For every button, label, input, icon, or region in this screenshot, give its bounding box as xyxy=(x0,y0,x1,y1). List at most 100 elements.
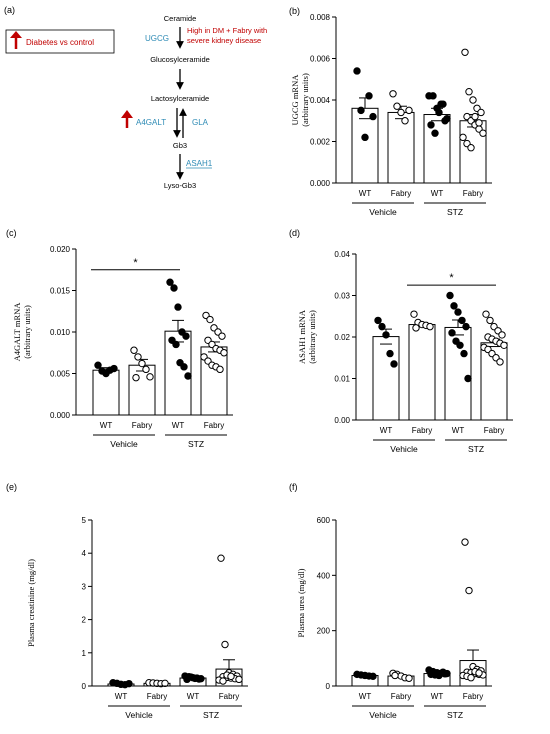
panel-letter: (d) xyxy=(289,228,300,238)
y-tick-label: 0.000 xyxy=(310,179,331,188)
y-tick-label: 0.000 xyxy=(50,411,71,420)
bar xyxy=(92,369,120,416)
data-point xyxy=(443,114,451,123)
y-axis-label: Plasma urea (mg/dl) xyxy=(296,568,306,637)
data-point xyxy=(390,360,398,368)
data-point xyxy=(353,67,361,75)
data-point xyxy=(471,112,479,121)
data-point xyxy=(475,669,483,677)
bar xyxy=(128,364,156,416)
significance-label: * xyxy=(133,257,138,269)
data-point xyxy=(460,349,468,358)
y-tick-label: 200 xyxy=(317,627,331,636)
data-point xyxy=(110,364,118,373)
data-point xyxy=(378,322,386,331)
legend-label: Diabetes vs control xyxy=(26,38,94,47)
x-category-label: Fabry xyxy=(463,189,483,198)
data-point xyxy=(146,373,154,381)
data-point xyxy=(134,353,142,361)
group-label: Vehicle xyxy=(369,710,397,720)
y-axis-label: ASAH1 mRNA xyxy=(297,309,307,364)
y-tick-label: 0.03 xyxy=(334,292,350,301)
x-category-label: WT xyxy=(452,426,465,435)
y-tick-label: 0.006 xyxy=(310,55,331,64)
x-category-label: Fabry xyxy=(391,189,411,198)
data-point xyxy=(393,102,401,110)
y-tick-label: 2 xyxy=(82,616,87,625)
y-tick-label: 0.04 xyxy=(334,250,350,259)
data-point xyxy=(426,322,434,331)
group-label: Vehicle xyxy=(125,710,153,720)
y-tick-label: 0.005 xyxy=(50,370,71,379)
y-tick-label: 0.004 xyxy=(310,96,331,105)
x-category-label: Fabry xyxy=(391,692,411,701)
ugcg-label: UGCG xyxy=(145,34,169,43)
panel-a: (a) Diabetes vs control Ceramide UGCG Hi… xyxy=(4,5,267,190)
data-point xyxy=(216,365,224,374)
y-axis-label: UGCG mRNA xyxy=(290,74,300,126)
data-point xyxy=(459,133,467,142)
x-category-label: WT xyxy=(431,692,444,701)
lactosylceramide-label: Lactosylceramide xyxy=(151,94,209,103)
x-category-label: Fabry xyxy=(132,421,152,430)
y-tick-label: 0.020 xyxy=(50,245,71,254)
y-tick-label: 1 xyxy=(82,649,87,658)
data-point xyxy=(448,329,456,337)
data-point xyxy=(412,324,420,332)
y-tick-label: 400 xyxy=(317,571,331,580)
data-point xyxy=(405,674,413,682)
data-point xyxy=(389,90,397,98)
group-label: Vehicle xyxy=(110,439,138,449)
y-tick-label: 600 xyxy=(317,516,331,525)
y-tick-label: 0.01 xyxy=(334,375,350,384)
data-point xyxy=(220,349,228,357)
data-point xyxy=(180,363,188,371)
data-point xyxy=(435,108,443,117)
data-point xyxy=(461,48,469,56)
legend-box: Diabetes vs control xyxy=(5,29,115,54)
data-point xyxy=(439,100,447,108)
panel-letter: (c) xyxy=(6,228,17,238)
x-category-label: WT xyxy=(187,692,200,701)
data-point xyxy=(172,340,180,349)
data-point xyxy=(382,331,390,339)
y-tick-label: 0.015 xyxy=(50,287,71,296)
data-point xyxy=(132,373,140,382)
y-axis-label-units: (arbitrary units) xyxy=(22,305,32,359)
data-point xyxy=(206,315,214,324)
data-point xyxy=(454,308,462,316)
significance-label: * xyxy=(449,272,454,284)
gb3-label: Gb3 xyxy=(173,141,187,150)
data-point xyxy=(477,108,485,117)
data-point xyxy=(219,677,227,685)
x-category-label: Fabry xyxy=(147,692,167,701)
y-tick-label: 3 xyxy=(82,582,87,591)
data-point xyxy=(462,322,470,331)
data-point xyxy=(391,671,399,680)
group-label: Vehicle xyxy=(369,207,397,217)
bar xyxy=(408,324,436,421)
data-point xyxy=(130,346,138,354)
data-point xyxy=(166,278,174,286)
x-category-label: WT xyxy=(431,189,444,198)
data-point xyxy=(410,310,418,318)
panel-letter: (f) xyxy=(289,482,298,492)
group-label: Vehicle xyxy=(390,444,418,454)
x-category-label: Fabry xyxy=(204,421,224,430)
x-category-label: Fabry xyxy=(412,426,432,435)
y-tick-label: 0.010 xyxy=(50,328,71,337)
ceramide-label: Ceramide xyxy=(164,14,197,23)
glucosylceramide-label: Glucosylceramide xyxy=(150,55,210,64)
data-point xyxy=(138,359,146,368)
data-point xyxy=(94,361,102,369)
bar xyxy=(372,336,400,421)
data-point xyxy=(401,117,409,125)
chart-panel-f: (f) 0 200 400 600 Plasma urea (mg/dl) WT Fabry W… xyxy=(289,482,492,720)
y-tick-label: 0.008 xyxy=(310,13,331,22)
data-point xyxy=(482,310,490,318)
data-point xyxy=(221,640,229,649)
data-point xyxy=(450,302,458,310)
data-point xyxy=(218,332,226,340)
data-point xyxy=(500,341,508,349)
